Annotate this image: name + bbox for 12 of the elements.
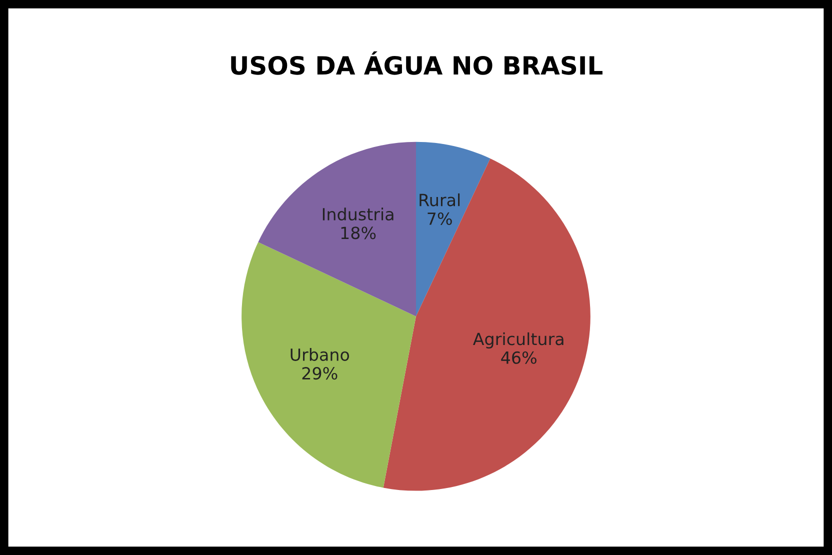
slice-label: Rural <box>420 193 460 206</box>
slice-label: Urbano <box>290 348 350 361</box>
slice-label: Agricultura <box>472 332 564 348</box>
pie-slice <box>258 142 416 316</box>
chart-title: USOS DA ÁGUA NO BRASIL <box>231 51 602 75</box>
data-label: 29% <box>302 367 338 380</box>
data-label: 46% <box>501 351 536 364</box>
pie-slice <box>416 142 490 316</box>
data-label: 18% <box>341 226 376 240</box>
data-label: 7% <box>428 212 452 225</box>
pie-slice <box>242 242 416 488</box>
slice-label: Industria <box>322 208 394 221</box>
